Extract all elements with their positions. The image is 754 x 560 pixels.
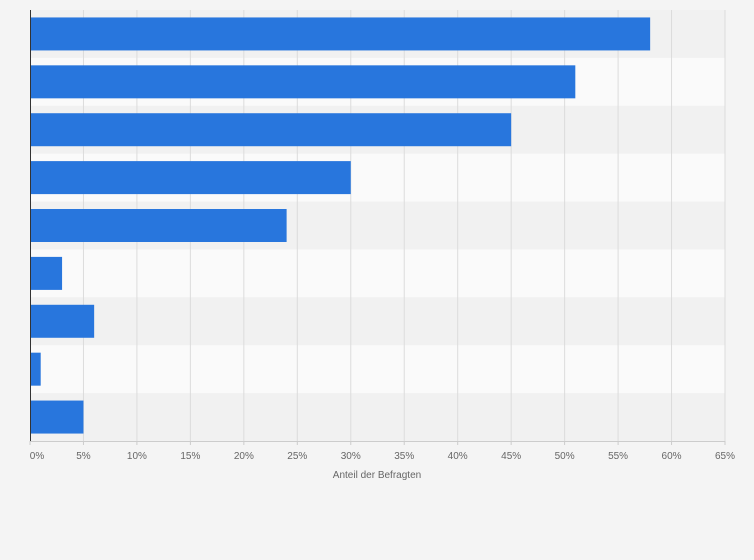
bar-4[interactable] [30, 161, 351, 195]
x-tick-label: 45% [501, 451, 521, 462]
row-band-7 [30, 297, 725, 346]
bar-1[interactable] [30, 17, 651, 51]
bar-6[interactable] [30, 256, 63, 290]
bar-2[interactable] [30, 65, 576, 99]
row-band-9 [30, 393, 725, 441]
bars [30, 17, 651, 434]
x-tick-label: 35% [394, 451, 414, 462]
x-tick-label: 20% [234, 451, 254, 462]
bar-7[interactable] [30, 304, 95, 338]
bar-5[interactable] [30, 209, 287, 242]
x-tick-label: 10% [127, 451, 147, 462]
x-tick-label: 0% [30, 451, 45, 462]
x-tick-label: 55% [608, 451, 628, 462]
bar-8[interactable] [30, 352, 41, 386]
x-tick-label: 40% [448, 451, 468, 462]
row-band-6 [30, 249, 725, 298]
row-band-8 [30, 345, 725, 394]
bar-9[interactable] [30, 400, 84, 434]
x-tick-label: 30% [341, 451, 361, 462]
x-tick-label: 60% [662, 451, 682, 462]
bar-3[interactable] [30, 113, 512, 147]
axes [30, 10, 725, 442]
x-tick-label: 5% [76, 451, 91, 462]
x-tick-label: 65% [715, 451, 735, 462]
x-tick-label: 25% [287, 451, 307, 462]
x-tick-label: 15% [180, 451, 200, 462]
x-tick-label: 50% [555, 451, 575, 462]
x-axis-title: Anteil der Befragten [333, 470, 421, 481]
x-tick-labels: 0% 5% 10% 15% 20% 25% 30% 35% 40% 45% 50% 55% 60% 65% [30, 451, 735, 462]
